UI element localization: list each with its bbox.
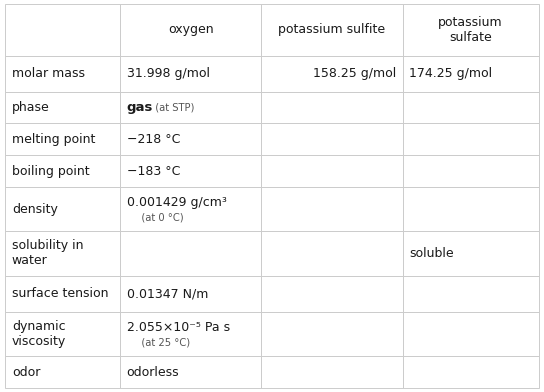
Bar bbox=[261, 123, 403, 155]
Text: 0.001429 g/cm³: 0.001429 g/cm³ bbox=[127, 196, 226, 209]
Bar bbox=[5, 155, 120, 187]
Bar bbox=[5, 276, 120, 312]
Bar bbox=[5, 231, 120, 276]
Text: phase: phase bbox=[12, 101, 50, 114]
Bar bbox=[120, 312, 261, 356]
Bar bbox=[403, 91, 539, 123]
Text: 31.998 g/mol: 31.998 g/mol bbox=[127, 67, 209, 80]
Text: soluble: soluble bbox=[409, 247, 454, 260]
Bar bbox=[403, 312, 539, 356]
Bar bbox=[261, 56, 403, 91]
Text: 2.055×10⁻⁵ Pa s: 2.055×10⁻⁵ Pa s bbox=[127, 321, 230, 334]
Text: (at 0 °C): (at 0 °C) bbox=[132, 212, 184, 222]
Text: solubility in
water: solubility in water bbox=[12, 240, 83, 267]
Bar bbox=[120, 123, 261, 155]
Bar bbox=[403, 155, 539, 187]
Bar bbox=[5, 56, 120, 91]
Text: odorless: odorless bbox=[127, 366, 179, 379]
Bar bbox=[120, 91, 261, 123]
Bar bbox=[403, 356, 539, 388]
Bar bbox=[120, 356, 261, 388]
Text: density: density bbox=[12, 203, 58, 216]
Bar bbox=[261, 276, 403, 312]
Bar bbox=[261, 231, 403, 276]
Bar bbox=[261, 91, 403, 123]
Text: boiling point: boiling point bbox=[12, 165, 90, 178]
Bar bbox=[261, 187, 403, 231]
Bar bbox=[261, 155, 403, 187]
Bar bbox=[5, 123, 120, 155]
Bar bbox=[403, 187, 539, 231]
Bar bbox=[261, 356, 403, 388]
Text: −183 °C: −183 °C bbox=[127, 165, 180, 178]
Text: (at 25 °C): (at 25 °C) bbox=[132, 337, 190, 347]
Text: molar mass: molar mass bbox=[12, 67, 85, 80]
Bar bbox=[120, 187, 261, 231]
Bar bbox=[261, 4, 403, 56]
Text: −218 °C: −218 °C bbox=[127, 133, 180, 146]
Bar bbox=[5, 356, 120, 388]
Text: (at STP): (at STP) bbox=[150, 102, 195, 113]
Bar bbox=[5, 4, 120, 56]
Bar bbox=[261, 312, 403, 356]
Text: gas: gas bbox=[127, 101, 153, 114]
Text: 174.25 g/mol: 174.25 g/mol bbox=[409, 67, 492, 80]
Text: melting point: melting point bbox=[12, 133, 95, 146]
Text: 158.25 g/mol: 158.25 g/mol bbox=[313, 67, 396, 80]
Text: surface tension: surface tension bbox=[12, 287, 108, 300]
Bar bbox=[120, 155, 261, 187]
Bar bbox=[5, 312, 120, 356]
Bar bbox=[403, 231, 539, 276]
Bar bbox=[120, 56, 261, 91]
Text: oxygen: oxygen bbox=[168, 24, 213, 36]
Bar bbox=[403, 123, 539, 155]
Text: potassium
sulfate: potassium sulfate bbox=[438, 16, 503, 44]
Bar bbox=[120, 276, 261, 312]
Bar bbox=[403, 4, 539, 56]
Text: potassium sulfite: potassium sulfite bbox=[279, 24, 386, 36]
Bar bbox=[403, 56, 539, 91]
Bar bbox=[120, 231, 261, 276]
Bar bbox=[403, 276, 539, 312]
Text: odor: odor bbox=[12, 366, 40, 379]
Text: dynamic
viscosity: dynamic viscosity bbox=[12, 320, 66, 348]
Bar bbox=[5, 187, 120, 231]
Text: 0.01347 N/m: 0.01347 N/m bbox=[127, 287, 208, 300]
Bar bbox=[120, 4, 261, 56]
Bar bbox=[5, 91, 120, 123]
